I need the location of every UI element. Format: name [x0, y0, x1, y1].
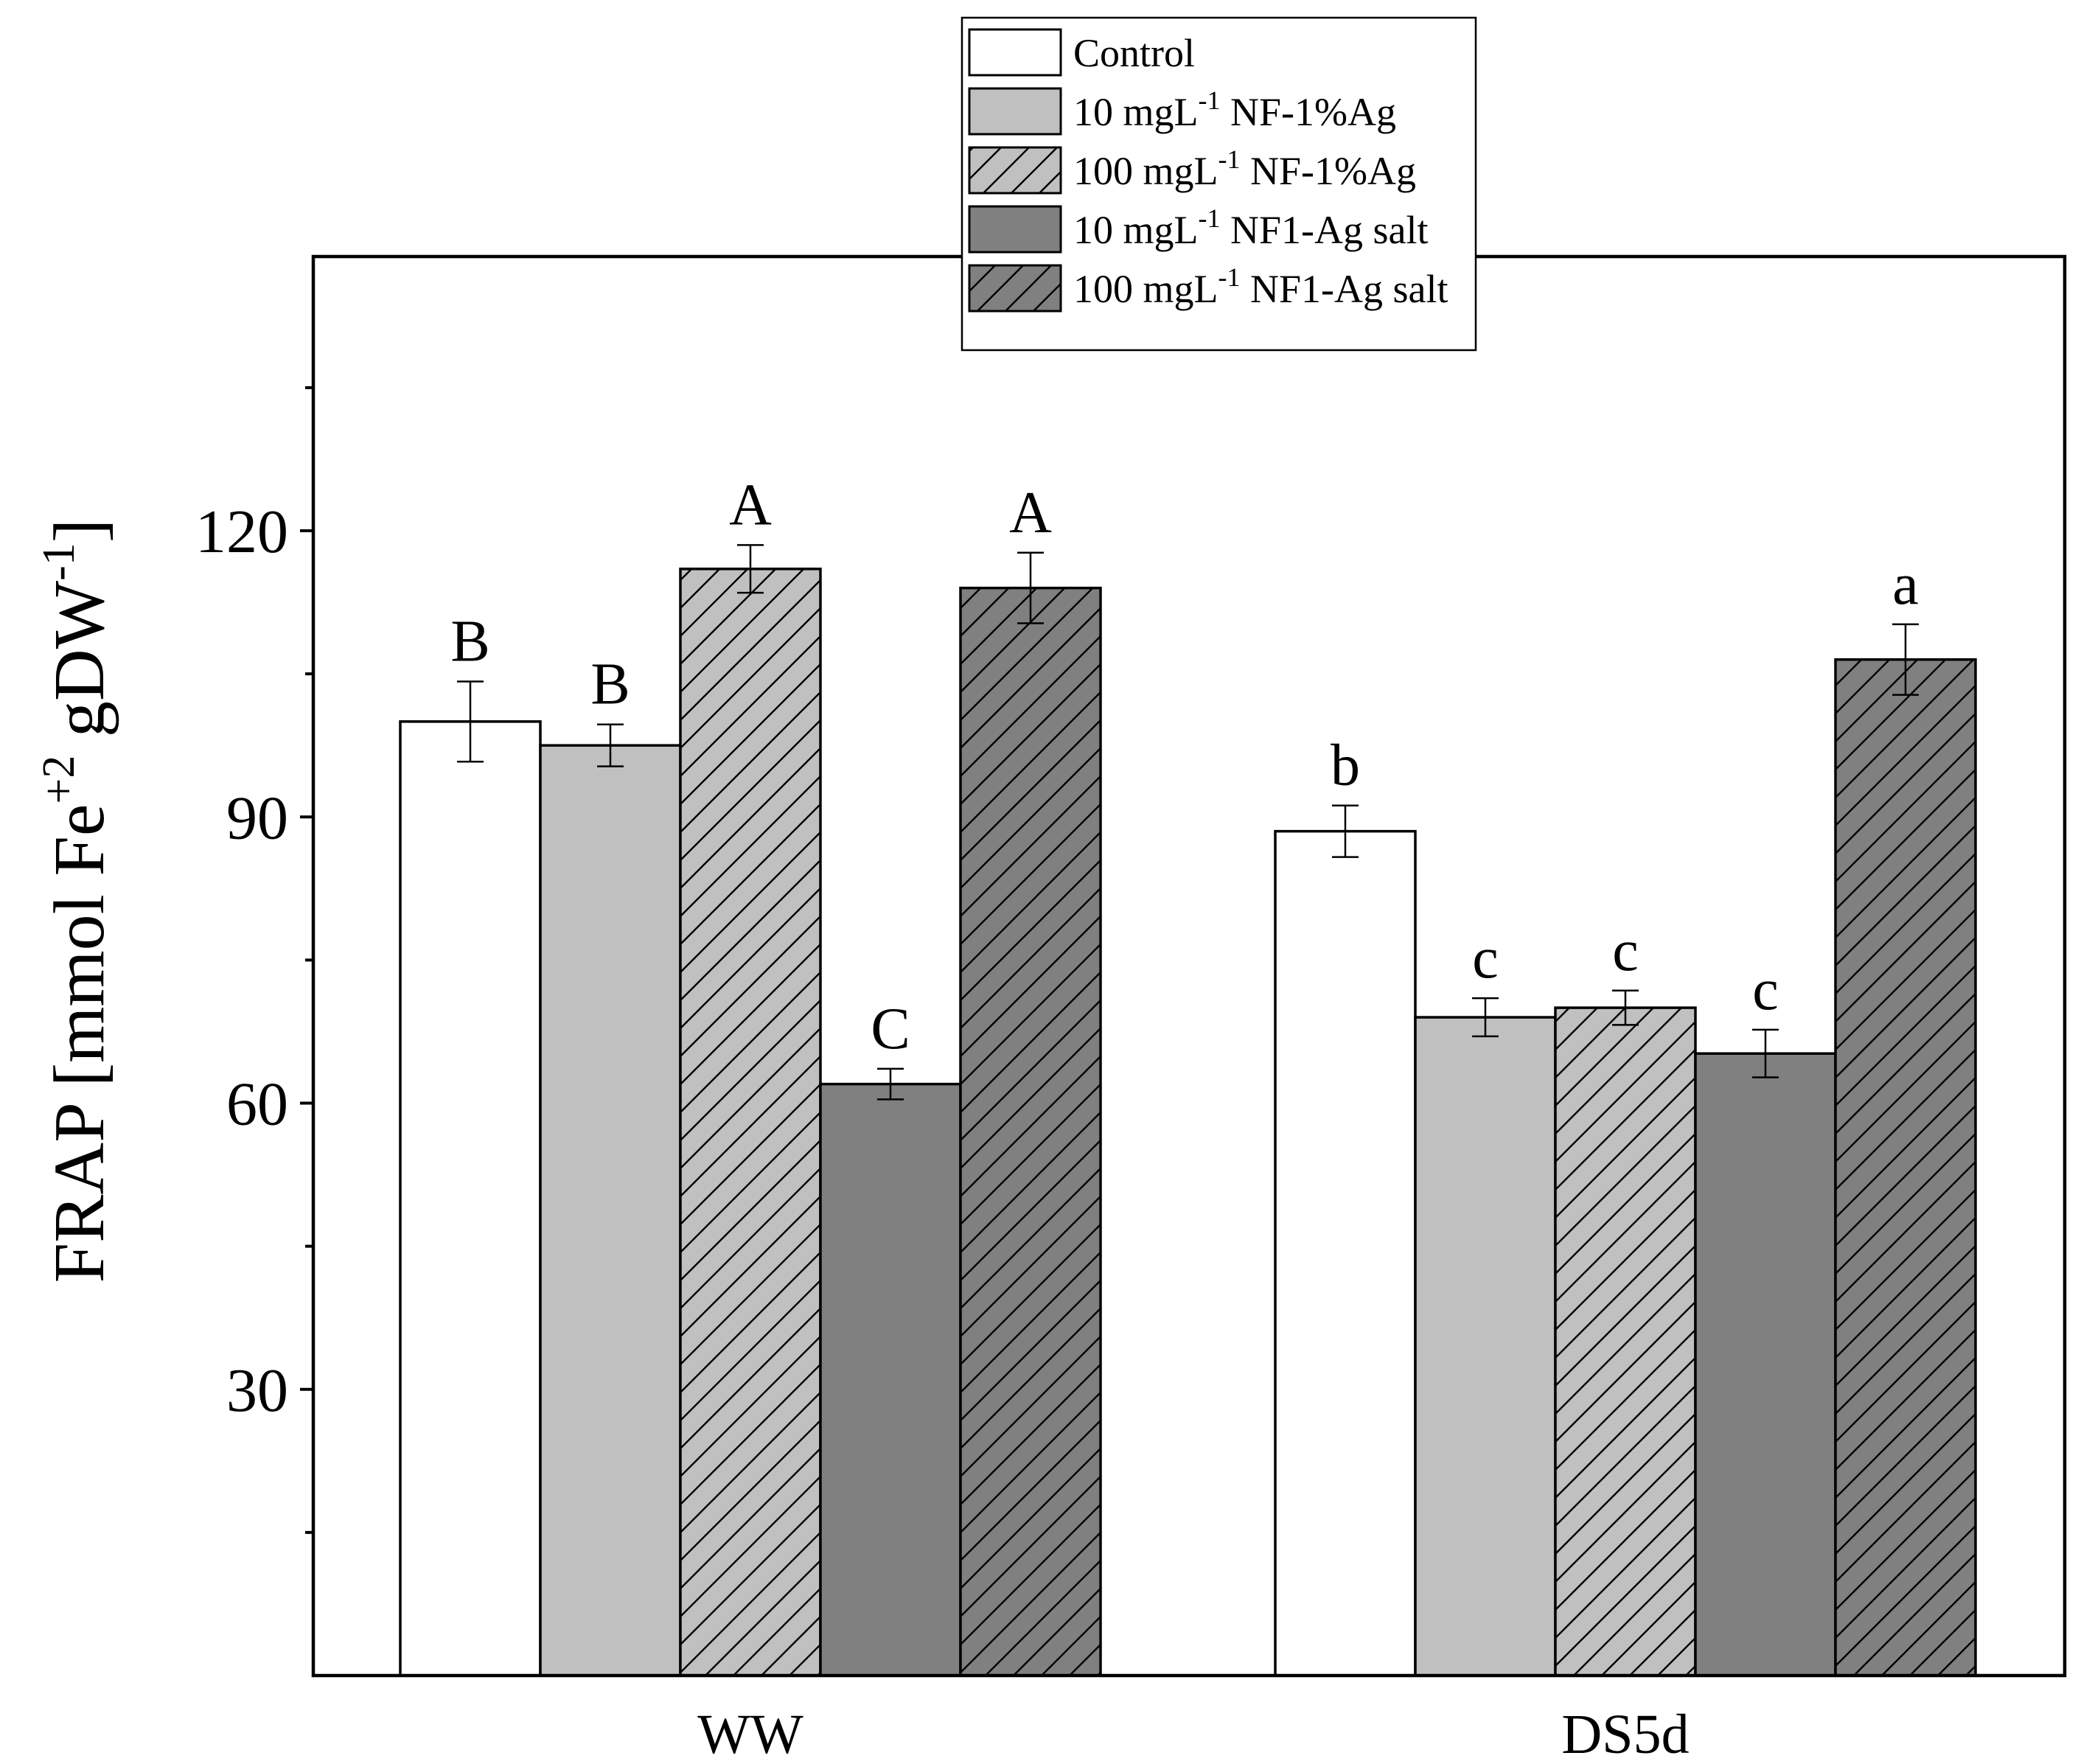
bar-ww-10-mgl-1-nf1-ag-salt	[819, 1082, 962, 1677]
bar-ds5d-10-mgl-1-nf-1-ag	[1414, 1016, 1557, 1677]
legend-label-100-mgl-1-nf-1-ag: 100 mgL-1 NF-1%Ag	[1073, 144, 1416, 193]
bar-marks	[399, 568, 1977, 1677]
significance-letter: b	[1331, 733, 1360, 798]
legend-label-10-mgl-1-nf1-ag-salt: 10 mgL-1 NF1-Ag salt	[1073, 203, 1429, 252]
legend-swatch-10-mgl-1-nf1-ag-salt	[968, 205, 1062, 254]
significance-letter: B	[590, 652, 630, 717]
bar-ds5d-100-mgl-1-nf-1-ag	[1554, 1006, 1697, 1677]
legend-label-100-mgl-1-nf1-ag-salt: 100 mgL-1 NF1-Ag salt	[1073, 262, 1448, 311]
bar-ds5d-100-mgl-1-nf1-ag-salt	[1834, 658, 1977, 1677]
legend-swatch-control	[968, 28, 1062, 77]
significance-letter: c	[1752, 958, 1779, 1022]
significance-letter: a	[1892, 552, 1919, 617]
legend-label-10-mgl-1-nf-1-ag: 10 mgL-1 NF-1%Ag	[1073, 86, 1396, 134]
legend-swatch-100-mgl-1-nf1-ag-salt	[968, 264, 1062, 313]
bar-ww-10-mgl-1-nf-1-ag	[539, 744, 682, 1677]
significance-letter: B	[450, 609, 489, 674]
bar-ds5d-10-mgl-1-nf1-ag-salt	[1694, 1052, 1837, 1677]
y-axis-ticks: 30 60 90 120	[195, 386, 313, 1534]
legend-swatch-10-mgl-1-nf-1-ag	[968, 87, 1062, 136]
bar-ww-100-mgl-1-nf1-ag-salt	[959, 586, 1102, 1677]
bar-ds5d-control	[1274, 829, 1417, 1677]
significance-letter: A	[1009, 481, 1052, 545]
x-axis-categories: WW DS5d	[697, 1704, 1689, 1764]
significance-letter: A	[729, 473, 772, 537]
significance-letter: C	[871, 997, 910, 1061]
significance-letter: c	[1612, 918, 1639, 983]
y-axis-label: FRAP [mmol Fe+2 gDW-1]	[34, 519, 119, 1283]
y-tick-label: 120	[195, 498, 288, 566]
y-tick-label: 60	[226, 1070, 288, 1139]
y-tick-label: 90	[226, 784, 288, 852]
significance-letters: B B A C Ab c c c a	[450, 473, 1918, 1061]
legend-swatch-100-mgl-1-nf-1-ag	[968, 146, 1062, 195]
error-bars	[457, 544, 1919, 1101]
significance-letter: c	[1472, 926, 1499, 991]
y-tick-label: 30	[226, 1356, 288, 1425]
legend: Control 10 mgL-1 NF-1%Ag 100 mgL-1 NF-1%Ag…	[960, 16, 1477, 352]
legend-label-control: Control	[1073, 31, 1195, 75]
x-category-label: WW	[697, 1704, 803, 1764]
x-category-label: DS5d	[1561, 1704, 1689, 1764]
bar-ww-control	[399, 720, 542, 1677]
bar-ww-100-mgl-1-nf-1-ag	[679, 568, 822, 1677]
